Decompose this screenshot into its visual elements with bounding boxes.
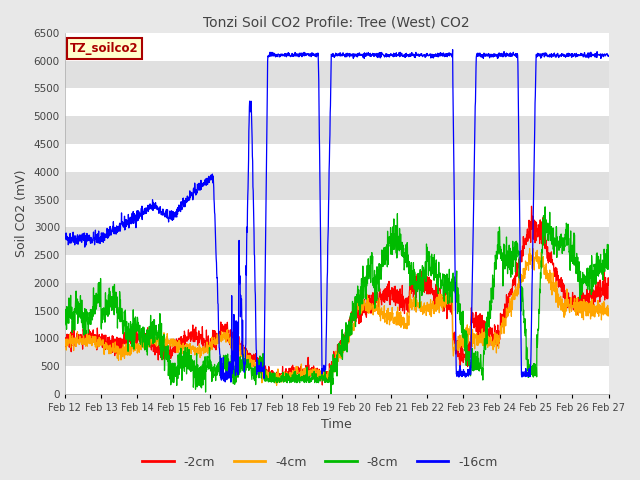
Bar bbox=[65, 366, 609, 394]
Bar bbox=[65, 33, 609, 60]
Y-axis label: Soil CO2 (mV): Soil CO2 (mV) bbox=[15, 169, 28, 257]
Bar bbox=[65, 255, 609, 283]
X-axis label: Time: Time bbox=[321, 419, 352, 432]
Title: Tonzi Soil CO2 Profile: Tree (West) CO2: Tonzi Soil CO2 Profile: Tree (West) CO2 bbox=[204, 15, 470, 29]
Legend: -2cm, -4cm, -8cm, -16cm: -2cm, -4cm, -8cm, -16cm bbox=[138, 451, 502, 474]
Text: TZ_soilco2: TZ_soilco2 bbox=[70, 42, 139, 55]
Bar bbox=[65, 144, 609, 172]
Bar bbox=[65, 311, 609, 338]
Bar bbox=[65, 200, 609, 227]
Bar bbox=[65, 88, 609, 116]
